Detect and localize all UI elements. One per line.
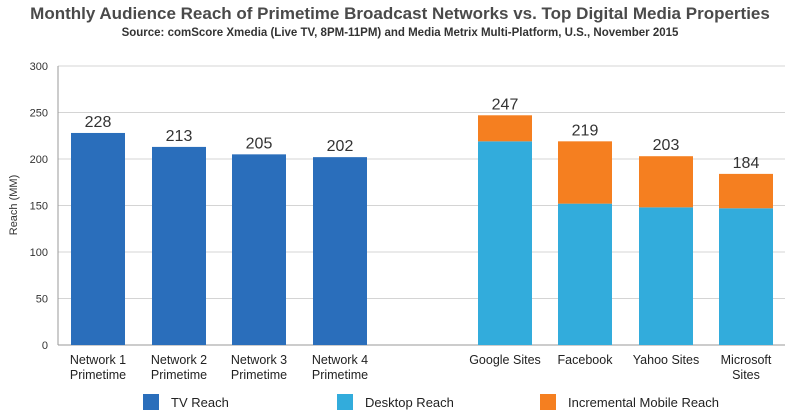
y-tick-label: 300	[30, 61, 48, 73]
y-tick-label: 150	[30, 201, 48, 213]
bar-incremental-mobile-reach	[478, 115, 532, 142]
x-category-label: Sites	[732, 368, 760, 382]
chart-title: Monthly Audience Reach of Primetime Broa…	[30, 4, 770, 23]
data-label: 205	[246, 135, 273, 152]
legend-item-desktop-reach: Desktop Reach	[337, 394, 454, 410]
x-category-label: Facebook	[558, 353, 614, 367]
bar-desktop-reach	[558, 203, 612, 345]
legend-swatch-desktop-reach	[337, 394, 353, 410]
legend: TV Reach Desktop Reach Incremental Mobil…	[0, 394, 800, 414]
x-category-label: Google Sites	[469, 353, 541, 367]
y-tick-label: 0	[42, 340, 48, 352]
y-axis-ticks: 0 50 100 150 200 250 300	[30, 61, 48, 352]
bar-tv-reach	[313, 157, 367, 345]
data-label: 202	[327, 138, 354, 155]
bar-tv-reach	[232, 154, 286, 345]
legend-label-tv-reach: TV Reach	[171, 394, 229, 410]
y-tick-label: 100	[30, 247, 48, 259]
x-category-label: Network 4	[312, 353, 368, 367]
x-category-label: Primetime	[151, 368, 207, 382]
data-label: 219	[572, 122, 599, 139]
bar-desktop-reach	[719, 208, 773, 345]
legend-item-tv-reach: TV Reach	[143, 394, 229, 410]
data-label: 213	[166, 128, 193, 145]
legend-label-incremental-mobile-reach: Incremental Mobile Reach	[568, 394, 720, 410]
x-category-label: Microsoft	[721, 353, 772, 367]
x-category-label: Primetime	[231, 368, 287, 382]
x-category-label: Primetime	[70, 368, 126, 382]
data-label: 203	[653, 137, 680, 154]
bar-desktop-reach	[639, 207, 693, 345]
y-axis-label: Reach (MM)	[8, 175, 20, 236]
bar-incremental-mobile-reach	[639, 156, 693, 208]
y-tick-label: 200	[30, 154, 48, 166]
data-label: 184	[733, 155, 760, 172]
bars	[71, 115, 773, 345]
y-tick-label: 250	[30, 108, 48, 120]
chart-subtitle: Source: comScore Xmedia (Live TV, 8PM-11…	[121, 27, 679, 39]
legend-swatch-incremental-mobile-reach	[540, 394, 556, 410]
bar-desktop-reach	[478, 141, 532, 345]
legend-swatch-tv-reach	[143, 394, 159, 410]
bar-incremental-mobile-reach	[719, 173, 773, 209]
legend-item-incremental-mobile-reach: Incremental Mobile Reach	[540, 394, 719, 410]
data-label: 228	[85, 114, 112, 131]
x-category-label: Network 3	[231, 353, 287, 367]
x-category-label: Network 2	[151, 353, 207, 367]
x-category-label: Primetime	[312, 368, 368, 382]
bar-tv-reach	[71, 132, 125, 345]
data-label: 247	[492, 96, 519, 113]
data-labels: 228 213 205 202 247 219 203 184	[85, 96, 760, 172]
bar-incremental-mobile-reach	[558, 141, 612, 204]
y-tick-label: 50	[36, 294, 48, 306]
legend-label-desktop-reach: Desktop Reach	[365, 394, 454, 410]
x-category-label: Yahoo Sites	[633, 353, 699, 367]
bar-tv-reach	[152, 146, 206, 345]
x-category-label: Network 1	[70, 353, 126, 367]
